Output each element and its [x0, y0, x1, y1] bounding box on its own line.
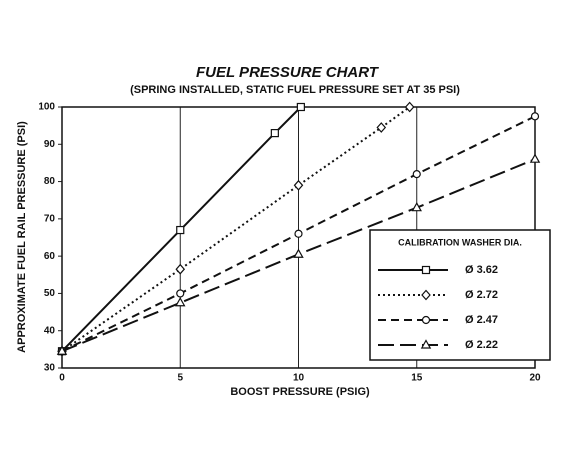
y-axis-label: APPROXIMATE FUEL RAIL PRESSURE (PSI) [16, 121, 28, 353]
marker [412, 170, 421, 179]
x-tick-label: 5 [177, 373, 183, 384]
y-tick-label: 60 [44, 251, 56, 262]
marker [175, 263, 186, 275]
marker [293, 248, 304, 258]
x-tick-label: 0 [59, 373, 65, 384]
legend-label: Ø 2.22 [465, 339, 498, 351]
chart-subtitle: (SPRING INSTALLED, STATIC FUEL PRESSURE … [130, 84, 460, 96]
legend-marker [421, 289, 431, 301]
marker [270, 129, 279, 138]
marker [529, 153, 541, 163]
y-tick-label: 70 [44, 213, 56, 224]
marker [530, 112, 540, 121]
legend-box [369, 229, 551, 361]
legend-label: Ø 2.72 [465, 289, 498, 301]
legend-marker [420, 339, 432, 349]
y-tick-label: 30 [44, 363, 56, 374]
legend-marker [421, 265, 431, 275]
x-tick-label: 20 [529, 373, 541, 384]
y-tick-label: 80 [44, 176, 56, 187]
marker [376, 122, 387, 133]
y-tick-label: 40 [44, 325, 56, 336]
series-line [61, 106, 411, 353]
legend-marker [421, 315, 431, 325]
legend-title: CALIBRATION WASHER DIA. [398, 237, 522, 247]
marker [294, 229, 303, 238]
marker [56, 345, 68, 355]
chart-title: FUEL PRESSURE CHART [196, 64, 380, 81]
y-tick-label: 50 [44, 288, 56, 299]
series-line [61, 106, 302, 352]
x-tick-label: 10 [293, 373, 305, 384]
marker [296, 102, 305, 112]
y-tick-label: 100 [38, 102, 55, 113]
x-axis-label: BOOST PRESSURE (PSIG) [230, 386, 370, 398]
marker [404, 101, 415, 113]
x-tick-label: 15 [411, 373, 423, 384]
marker [176, 225, 185, 235]
legend-label: Ø 3.62 [465, 264, 498, 276]
y-tick-label: 90 [44, 139, 56, 150]
marker [176, 289, 185, 298]
marker [175, 297, 186, 307]
legend-label: Ø 2.47 [465, 314, 498, 326]
legend: CALIBRATION WASHER DIA. Ø 3.62 Ø 2.72 Ø 2.4… [369, 229, 551, 361]
marker [293, 179, 304, 191]
marker [411, 201, 422, 212]
